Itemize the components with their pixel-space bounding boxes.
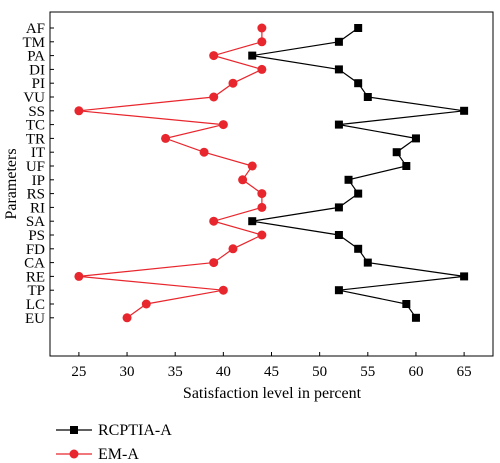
x-axis-label: Satisfaction level in percent <box>183 385 362 402</box>
point-em-a-it <box>199 147 209 157</box>
point-rcptia-a-fd <box>354 244 363 253</box>
y-tick-label-pa: PA <box>27 49 45 65</box>
y-tick-label-tc: TC <box>26 118 45 134</box>
legend-label-rcptia-a: RCPTIA-A <box>98 422 172 439</box>
point-em-a-lc <box>141 299 151 309</box>
point-em-a-fd <box>228 244 238 254</box>
point-rcptia-a-it <box>392 148 401 157</box>
y-tick-label-ps: PS <box>28 228 45 244</box>
point-em-a-uf <box>247 161 257 171</box>
y-tick-label-ss: SS <box>28 104 45 120</box>
point-em-a-eu <box>122 313 132 323</box>
x-ticks: 25 30 35 40 45 50 55 60 65 <box>71 352 472 380</box>
point-em-a-ip <box>238 175 248 185</box>
y-tick-labels: AFTMPADIPIVUSSTCTRITUFIPRSRISAPSFDCARETP… <box>23 21 54 327</box>
point-em-a-af <box>257 23 267 33</box>
point-em-a-pa <box>209 51 219 61</box>
point-rcptia-a-uf <box>402 162 411 170</box>
series-line-em-a <box>78 28 264 319</box>
point-rcptia-a-tc <box>334 120 343 129</box>
series-layer <box>74 23 469 323</box>
point-rcptia-a-di <box>334 65 343 74</box>
point-rcptia-a-re <box>460 272 469 281</box>
point-rcptia-a-ip <box>344 175 353 184</box>
x-tick-label-35: 35 <box>168 364 183 380</box>
y-tick-label-sa: SA <box>26 214 45 230</box>
point-rcptia-a-eu <box>411 313 420 322</box>
y-tick-label-uf: UF <box>26 159 45 175</box>
point-em-a-ri <box>257 202 267 212</box>
point-em-a-tr <box>161 133 171 143</box>
series-line-rcptia-a <box>252 27 465 319</box>
point-rcptia-a-af <box>354 24 363 32</box>
legend-marker-em-a <box>69 449 79 459</box>
x-tick-label-65: 65 <box>457 364 472 380</box>
point-em-a-sa <box>209 216 219 226</box>
y-tick-label-pi: PI <box>32 76 45 92</box>
y-axis-label: Parameters <box>3 148 20 219</box>
point-em-a-rs <box>257 189 267 199</box>
y-tick-label-rs: RS <box>27 187 45 203</box>
point-em-a-pi <box>228 78 238 88</box>
point-em-a-di <box>257 64 267 74</box>
legend-label-em-a: EM-A <box>98 446 139 463</box>
x-tick-label-60: 60 <box>408 364 423 380</box>
point-rcptia-a-tp <box>334 286 343 295</box>
point-em-a-re <box>74 271 84 281</box>
point-em-a-tc <box>218 120 228 130</box>
point-rcptia-a-ps <box>334 231 343 239</box>
point-rcptia-a-pa <box>248 51 257 60</box>
y-tick-label-tp: TP <box>27 283 45 299</box>
y-tick-label-ri: RI <box>30 200 45 216</box>
point-em-a-vu <box>209 92 219 102</box>
x-tick-label-45: 45 <box>264 364 279 380</box>
plot-frame <box>49 11 494 357</box>
y-tick-label-ip: IP <box>32 173 45 189</box>
point-rcptia-a-tm <box>334 37 343 46</box>
point-rcptia-a-tr <box>411 134 420 143</box>
y-tick-label-re: RE <box>26 269 45 285</box>
y-tick-label-di: DI <box>29 62 45 78</box>
point-rcptia-a-ca <box>363 258 372 267</box>
point-em-a-ca <box>209 258 219 268</box>
y-tick-label-vu: VU <box>23 90 45 106</box>
point-rcptia-a-lc <box>402 300 411 308</box>
point-rcptia-a-sa <box>248 217 257 226</box>
x-tick-label-25: 25 <box>71 364 86 380</box>
point-em-a-ss <box>74 106 84 116</box>
x-tick-label-30: 30 <box>120 364 135 380</box>
x-tick-label-50: 50 <box>312 364 327 380</box>
y-tick-label-it: IT <box>31 145 45 161</box>
x-tick-label-40: 40 <box>216 364 231 380</box>
point-em-a-tm <box>257 37 267 47</box>
legend-marker-rcptia-a <box>70 426 78 434</box>
point-rcptia-a-ri <box>334 203 343 212</box>
point-rcptia-a-rs <box>354 189 363 198</box>
point-rcptia-a-pi <box>354 79 363 88</box>
y-tick-label-ca: CA <box>24 256 45 272</box>
point-rcptia-a-vu <box>363 93 372 101</box>
point-em-a-ps <box>257 230 267 240</box>
y-tick-label-tr: TR <box>26 131 45 147</box>
x-tick-label-55: 55 <box>360 364 375 380</box>
y-tick-label-fd: FD <box>26 242 45 258</box>
y-tick-label-lc: LC <box>26 297 45 313</box>
y-tick-label-tm: TM <box>23 35 46 51</box>
point-em-a-tp <box>218 285 228 295</box>
legend: RCPTIA-A EM-A <box>56 422 172 463</box>
y-tick-label-af: AF <box>26 21 45 37</box>
point-rcptia-a-ss <box>460 106 469 115</box>
y-tick-label-eu: EU <box>25 311 45 327</box>
